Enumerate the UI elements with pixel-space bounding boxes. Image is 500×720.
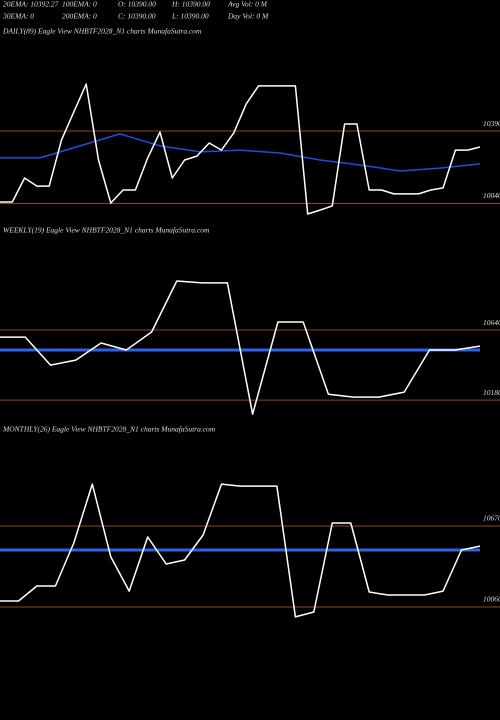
price-line (0, 83, 481, 215)
y-tick-label: 10040 (483, 191, 500, 200)
y-tick-label: 10670 (483, 514, 500, 523)
price-line (0, 483, 481, 618)
price-line (0, 280, 481, 415)
price-line (0, 133, 481, 172)
y-tick-label: 10180 (483, 388, 500, 397)
header-stat: 20EMA: 10392.27 (3, 0, 59, 9)
header-stat: 100EMA: 0 (62, 0, 97, 9)
header-stat: 200EMA: 0 (62, 12, 97, 21)
panel-title: DAILY(89) Eagle View NHBTF2028_N1 charts… (2, 27, 202, 36)
header-stat: 30EMA: 0 (2, 12, 34, 21)
header-stat: L: 10390.00 (171, 12, 209, 21)
panel-title: MONTHLY(26) Eagle View NHBTF2028_N1 char… (2, 425, 216, 434)
header-stat: O: 10390.00 (118, 0, 156, 9)
y-tick-label: 10390 (483, 119, 500, 128)
y-tick-label: 10060 (483, 595, 500, 604)
header-stat: Avg Vol: 0 M (227, 0, 268, 9)
panel-title: WEEKLY(19) Eagle View NHBTF2028_N1 chart… (3, 226, 210, 235)
header-stat: C: 10390.00 (118, 12, 156, 21)
header-stat: H: 10390.00 (171, 0, 210, 9)
header-stat: Day Vol: 0 M (227, 12, 269, 21)
y-tick-label: 10640 (483, 318, 500, 327)
